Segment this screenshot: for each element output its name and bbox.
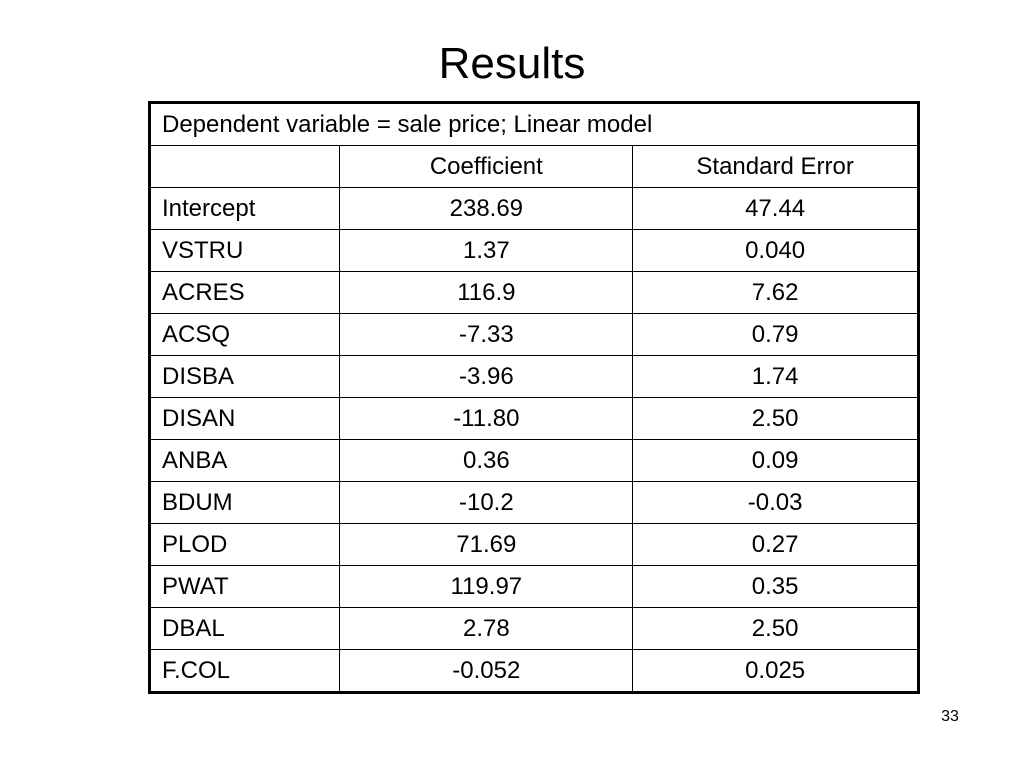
data-cell: 47.44: [632, 187, 919, 230]
data-row: BDUM -10.2 -0.03: [148, 481, 919, 524]
data-cell: 0.27: [632, 523, 919, 566]
table-caption: Dependent variable = sale price; Linear …: [149, 102, 919, 146]
slide-title: Results: [438, 39, 586, 88]
row-label: PLOD: [148, 523, 341, 566]
header-cell: [148, 145, 341, 188]
row-label: ACSQ: [148, 313, 341, 356]
data-cell: -0.052: [339, 649, 634, 693]
row-label: PWAT: [148, 565, 341, 608]
data-row: F.COL -0.052 0.025: [148, 649, 919, 693]
data-row: DISBA -3.96 1.74: [148, 355, 919, 398]
data-cell: 1.37: [339, 229, 634, 272]
data-cell: -3.96: [339, 355, 634, 398]
data-row: DISAN -11.80 2.50: [148, 397, 919, 440]
data-cell: -11.80: [339, 397, 634, 440]
data-cell: 0.09: [632, 439, 919, 482]
data-cell: 116.9: [339, 271, 634, 314]
data-cell: -10.2: [339, 481, 634, 524]
page-number: 33: [941, 708, 959, 725]
data-cell: 2.50: [632, 397, 919, 440]
data-row: DBAL 2.78 2.50: [148, 607, 919, 650]
data-cell: 119.97: [339, 565, 634, 608]
data-row: VSTRU 1.37 0.040: [148, 229, 919, 272]
data-cell: -0.03: [632, 481, 919, 524]
data-row: ANBA 0.36 0.09: [148, 439, 919, 482]
data-cell: 0.79: [632, 313, 919, 356]
caption-row: Dependent variable = sale price; Linear …: [149, 102, 919, 146]
data-row: ACRES 116.9 7.62: [148, 271, 919, 314]
data-cell: 1.74: [632, 355, 919, 398]
row-label: ANBA: [148, 439, 341, 482]
row-label: DISAN: [148, 397, 341, 440]
row-label: DISBA: [148, 355, 341, 398]
data-cell: 0.025: [632, 649, 919, 693]
row-label: BDUM: [148, 481, 341, 524]
table-body: Dependent variable = sale price; Linear …: [148, 102, 919, 693]
data-cell: 7.62: [632, 271, 919, 314]
row-label: F.COL: [148, 649, 341, 693]
header-row: Coefficient Standard Error: [148, 145, 919, 188]
header-cell: Standard Error: [632, 145, 919, 188]
data-cell: 71.69: [339, 523, 634, 566]
row-label: Intercept: [148, 187, 341, 230]
data-cell: 0.36: [339, 439, 634, 482]
data-cell: 0.040: [632, 229, 919, 272]
header-cell: Coefficient: [339, 145, 634, 188]
data-cell: 0.35: [632, 565, 919, 608]
data-row: PLOD 71.69 0.27: [148, 523, 919, 566]
results-table: Dependent variable = sale price; Linear …: [148, 101, 920, 694]
data-row: Intercept 238.69 47.44: [148, 187, 919, 230]
data-cell: 2.50: [632, 607, 919, 650]
row-label: DBAL: [148, 607, 341, 650]
data-cell: 238.69: [339, 187, 634, 230]
data-row: PWAT 119.97 0.35: [148, 565, 919, 608]
data-cell: -7.33: [339, 313, 634, 356]
row-label: ACRES: [148, 271, 341, 314]
data-cell: 2.78: [339, 607, 634, 650]
row-label: VSTRU: [148, 229, 341, 272]
data-row: ACSQ -7.33 0.79: [148, 313, 919, 356]
